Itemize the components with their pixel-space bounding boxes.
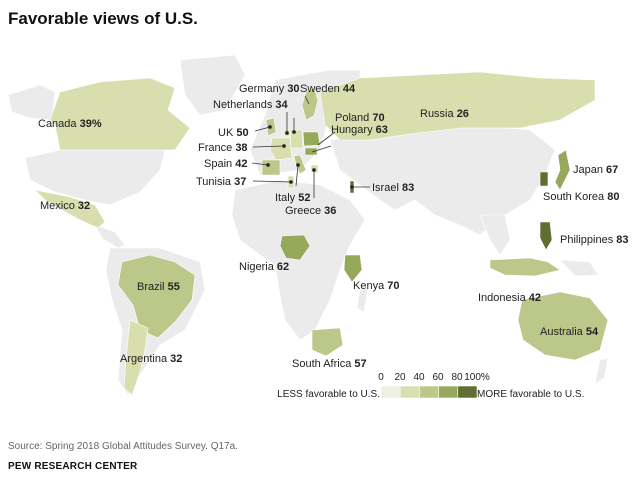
page-title: Favorable views of U.S. (8, 9, 198, 28)
region-south-korea (539, 171, 549, 187)
region-italy (293, 154, 307, 175)
region-spain (261, 159, 281, 176)
region-mexico (34, 189, 106, 229)
legend-swatch-80-100 (457, 385, 478, 399)
legend-more-label: MORE favorable to U.S. (477, 389, 584, 400)
label-spain: Spain 42 (204, 158, 247, 170)
legend-swatch-0-20 (380, 385, 401, 399)
dot-netherlands (285, 131, 289, 135)
region-philippines (539, 221, 553, 251)
dot-israel (350, 185, 354, 189)
label-indonesia: Indonesia 42 (478, 292, 541, 304)
label-sweden: Sweden 44 (300, 83, 356, 95)
legend-tick-60: 60 (432, 372, 444, 383)
region-russia (319, 71, 596, 141)
region-indonesia (489, 257, 561, 277)
legend-less-label: LESS favorable to U.S. (277, 389, 380, 400)
dot-france (282, 144, 286, 148)
label-argentina: Argentina 32 (120, 353, 182, 365)
region-france (269, 137, 293, 161)
label-germany: Germany 30 (239, 83, 300, 95)
legend: 0 20 40 60 80 100% LESS favorable to U.S… (277, 372, 584, 400)
label-italy: Italy 52 (275, 192, 311, 204)
label-canada: Canada 39% (38, 118, 102, 130)
label-france: France 38 (198, 142, 248, 154)
region-argentina (123, 319, 149, 396)
legend-tick-80: 80 (451, 372, 463, 383)
region-canada (49, 77, 191, 151)
label-poland: Poland 70 (335, 112, 385, 124)
dot-germany (292, 130, 296, 134)
legend-tick-40: 40 (413, 372, 425, 383)
dot-italy (296, 163, 300, 167)
label-uk: UK 50 (218, 127, 249, 139)
label-netherlands: Netherlands 34 (213, 99, 289, 111)
label-south-africa: South Africa 57 (292, 358, 367, 370)
label-philippines: Philippines 83 (560, 234, 629, 246)
label-australia: Australia 54 (540, 326, 599, 338)
world-map: Canada 39% Mexico 32 Brazil 55 Argentina… (7, 54, 629, 400)
organization-name: PEW RESEARCH CENTER (8, 461, 138, 472)
region-brazil (117, 254, 196, 339)
label-nigeria: Nigeria 62 (239, 261, 289, 273)
dot-greece (312, 168, 316, 172)
source-note: Source: Spring 2018 Global Attitudes Sur… (8, 441, 238, 452)
label-south-korea: South Korea 80 (543, 191, 619, 203)
region-poland (302, 131, 321, 147)
legend-swatch-40-60 (419, 385, 439, 399)
region-south-africa (311, 327, 344, 357)
dot-spain (266, 163, 270, 167)
region-hungary (304, 147, 318, 156)
legend-swatch-60-80 (438, 385, 459, 399)
dot-tunisia (289, 180, 293, 184)
label-mexico: Mexico 32 (40, 200, 90, 212)
label-russia: Russia 26 (420, 108, 469, 120)
legend-tick-100: 100% (464, 372, 490, 383)
region-germany (289, 129, 304, 149)
dot-uk (268, 125, 272, 129)
leader-lines (251, 95, 370, 198)
label-israel: Israel 83 (372, 182, 414, 194)
legend-swatch-20-40 (399, 385, 420, 399)
region-kenya (343, 254, 363, 283)
label-tunisia: Tunisia 37 (196, 176, 246, 188)
region-nigeria (279, 234, 311, 261)
region-japan (554, 149, 571, 191)
region-sweden (301, 87, 319, 121)
country-labels: Canada 39% Mexico 32 Brazil 55 Argentina… (38, 83, 629, 370)
label-hungary: Hungary 63 (331, 124, 388, 136)
legend-tick-20: 20 (394, 372, 406, 383)
label-kenya: Kenya 70 (353, 280, 400, 292)
legend-tick-0: 0 (378, 372, 384, 383)
label-japan: Japan 67 (573, 164, 618, 176)
region-australia (517, 291, 609, 361)
label-greece: Greece 36 (285, 205, 336, 217)
label-brazil: Brazil 55 (137, 281, 180, 293)
